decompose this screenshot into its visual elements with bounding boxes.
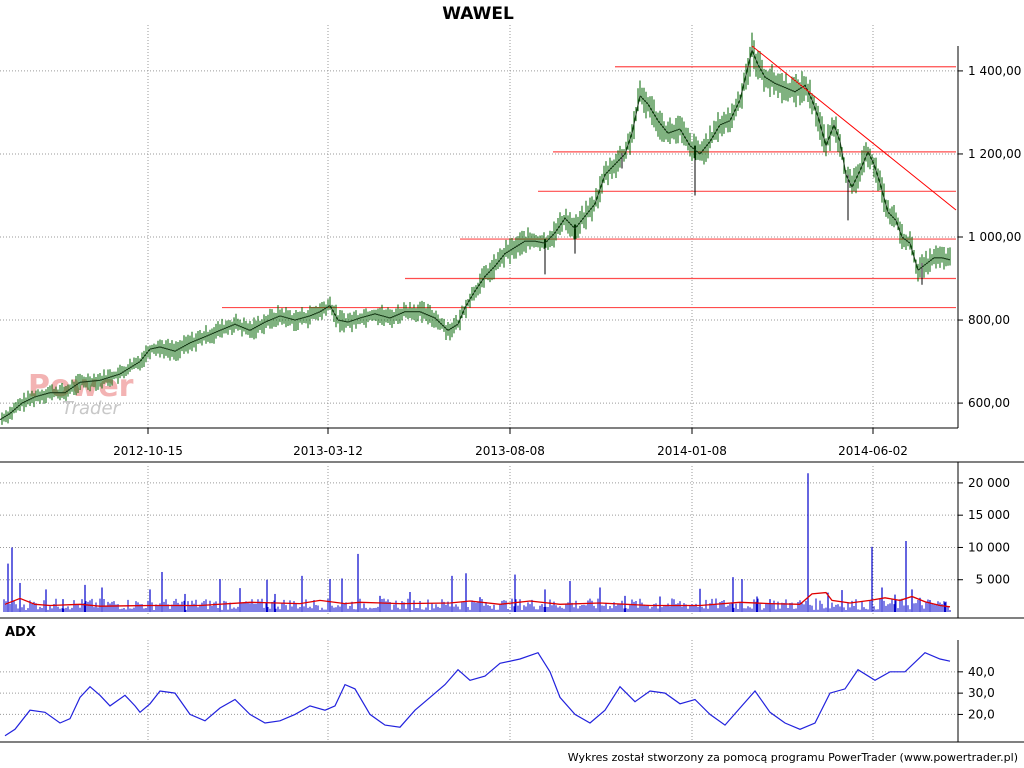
volume-moving-average (4, 591, 951, 608)
volume-tick-label: 10 000 (968, 540, 1010, 554)
price-tick-label: 1 400,00 (968, 64, 1021, 78)
watermark-line2: Trader (62, 398, 122, 419)
price-close-line (0, 48, 951, 421)
date-tick-label: 2014-01-08 (657, 444, 727, 458)
panel-frames (0, 46, 1024, 743)
price-axis-ticks: 600,00 800,00 1 000,00 1 200,00 1 400,00 (958, 64, 1021, 410)
adx-tick-label: 30,0 (968, 686, 995, 700)
date-tick-label: 2012-10-15 (113, 444, 183, 458)
price-tick-label: 800,00 (968, 313, 1010, 327)
adx-axis-ticks: 20,0 30,0 40,0 (958, 665, 995, 721)
adx-tick-label: 40,0 (968, 665, 995, 679)
adx-grid (0, 640, 958, 742)
date-tick-label: 2013-03-12 (293, 444, 363, 458)
volume-tick-label: 15 000 (968, 508, 1010, 522)
chart-title: WAWEL (442, 4, 514, 24)
date-tick-label: 2013-08-08 (475, 444, 545, 458)
volume-axis-ticks: 5 000 10 000 15 000 20 000 (958, 476, 1010, 587)
date-axis-ticks: 2012-10-15 2013-03-12 2013-08-08 2014-01-08… (113, 428, 908, 458)
volume-grid (0, 466, 958, 616)
downtrend-line (751, 45, 957, 211)
price-candles (1, 32, 951, 425)
price-grid (0, 25, 958, 428)
volume-tick-label: 20 000 (968, 476, 1010, 490)
volume-bars (3, 473, 951, 612)
price-tick-label: 1 200,00 (968, 147, 1021, 161)
date-tick-label: 2014-06-02 (838, 444, 908, 458)
adx-panel-title: ADX (5, 625, 36, 640)
footer-credit: Wykres został stworzony za pomocą progra… (568, 751, 1018, 764)
price-tick-label: 600,00 (968, 396, 1010, 410)
price-line-path (0, 48, 951, 421)
volume-tick-label: 5 000 (976, 573, 1010, 587)
price-tick-label: 1 000,00 (968, 230, 1021, 244)
support-resistance-lines (222, 66, 956, 309)
adx-line (4, 651, 951, 737)
adx-tick-label: 20,0 (968, 707, 995, 721)
